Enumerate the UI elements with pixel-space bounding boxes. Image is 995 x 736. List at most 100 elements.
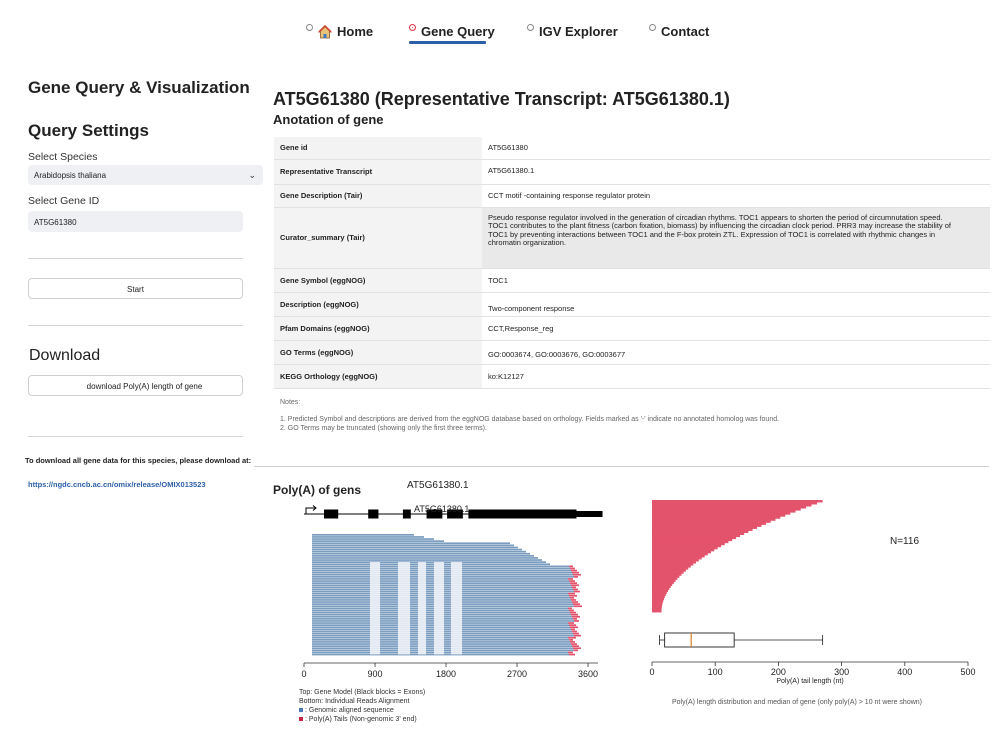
nav-active-underline [409, 41, 486, 44]
axis-tick-label: 2700 [507, 669, 527, 679]
legend-genomic-item: : Genomic aligned sequence [299, 706, 425, 715]
axis-tick-label: 300 [834, 667, 849, 677]
read-genomic [312, 550, 526, 553]
histogram-bar [652, 524, 762, 527]
legend-bottom: Bottom: Individual Reads Alignment [299, 698, 410, 705]
histogram-bar [652, 542, 725, 546]
nav-gene-query-radio[interactable] [409, 24, 416, 31]
histogram-bar [652, 555, 705, 558]
nav-contact[interactable]: Contact [649, 24, 709, 39]
read-genomic [312, 538, 434, 540]
histogram-bar [652, 546, 718, 550]
read-tail [570, 641, 575, 643]
read-tail [568, 651, 573, 654]
read-alignments [312, 534, 582, 656]
read-tail [573, 632, 579, 635]
histogram-bar [652, 565, 691, 568]
length-x-axis: 0 100 200 300 400 500 [649, 661, 976, 677]
read-tail [568, 636, 576, 639]
nav-igv-label[interactable]: IGV Explorer [539, 24, 618, 39]
sidebar-title: Gene Query & Visualization [28, 78, 250, 97]
table-row: Gene Description (Tair) CCT motif -contai… [274, 184, 990, 208]
section-divider [254, 466, 989, 467]
read-tail [574, 620, 579, 622]
exon-block [426, 509, 443, 519]
histogram-bar [652, 528, 753, 531]
histogram-bar [652, 575, 680, 578]
bulk-download-note: To download all gene data for this speci… [25, 456, 252, 465]
table-row: Gene id AT5G61380 [274, 137, 990, 160]
table-row: KEGG Orthology (eggNOG) ko:K12127 [274, 364, 990, 389]
gene-id-input[interactable]: AT5G61380 [28, 211, 243, 232]
read-genomic [312, 542, 510, 545]
histogram-bar [652, 595, 665, 599]
histogram-bar [652, 601, 663, 605]
nav-igv-radio[interactable] [527, 24, 534, 31]
nav-contact-radio[interactable] [649, 24, 656, 31]
read-tail [569, 624, 576, 626]
query-settings-title: Query Settings [28, 121, 149, 140]
read-tail [568, 592, 575, 595]
length-histogram [652, 500, 823, 613]
read-tail [572, 571, 579, 574]
row-key: Pfam Domains (eggNOG) [274, 316, 482, 341]
alignment-legend: Top: Gene Model (Black blocks = Exons) B… [299, 688, 425, 724]
read-tail [569, 580, 575, 582]
nav-igv-explorer[interactable]: IGV Explorer [527, 24, 618, 39]
histogram-bar [652, 557, 702, 560]
length-x-label: Poly(A) tail length (nt) [776, 678, 843, 685]
species-select[interactable]: Arabidopsis thaliana ⌄ [28, 165, 263, 185]
read-tail [571, 643, 577, 645]
gene-title: AT5G61380 (Representative Transcript: AT… [273, 89, 730, 109]
nav-home-radio[interactable] [306, 24, 313, 31]
chevron-down-icon[interactable]: ⌄ [248, 170, 256, 180]
histogram-bar [652, 530, 749, 533]
read-genomic [312, 563, 550, 566]
read-tail [569, 609, 574, 612]
histogram-bar [652, 579, 676, 582]
download-polya-button[interactable]: download Poly(A) length of gene [28, 375, 243, 396]
nav-home-label[interactable]: Home [337, 24, 374, 39]
read-tail [572, 645, 579, 647]
histogram-bar [652, 500, 823, 503]
read-genomic [312, 548, 522, 551]
exon-block [447, 509, 463, 519]
read-tail [573, 588, 578, 591]
read-tail [570, 626, 578, 629]
axis-tick-label: 0 [649, 667, 654, 677]
row-key: Representative Transcript [274, 159, 482, 185]
read-tail [569, 594, 577, 597]
read-tail [574, 590, 580, 593]
start-button[interactable]: Start [28, 278, 243, 299]
histogram-bar [652, 534, 741, 538]
histogram-bar [652, 581, 674, 584]
read-tail [574, 634, 581, 637]
read-genomic [312, 559, 542, 561]
species-label: Select Species [28, 151, 98, 163]
histogram-bar [652, 538, 733, 542]
nav-home[interactable]: Home [306, 24, 373, 39]
note-2: 2. GO Terms may be truncated (showing on… [280, 425, 487, 432]
histogram-bar [652, 504, 812, 507]
tail-swatch [299, 717, 303, 722]
read-tail [570, 597, 574, 599]
histogram-bar [652, 550, 711, 554]
axis-tick-label: 1800 [436, 669, 456, 679]
histogram-bar [652, 607, 662, 611]
histogram-bar [652, 502, 818, 505]
exon-block [402, 509, 411, 519]
read-tail [571, 599, 576, 601]
row-key: Gene id [274, 137, 482, 160]
gene-id-label: Select Gene ID [28, 195, 100, 207]
nav-gene-query[interactable]: Gene Query [409, 24, 495, 39]
nav-gene-query-label[interactable]: Gene Query [421, 24, 495, 39]
bulk-download-link[interactable]: https://ngdc.cncb.ac.cn/omix/release/OMI… [28, 480, 206, 489]
histogram-bar [652, 599, 664, 603]
read-tail [569, 639, 573, 641]
read-tail [571, 569, 577, 572]
histogram-bar [652, 593, 666, 597]
read-tail [573, 618, 577, 620]
nav-contact-label[interactable]: Contact [661, 24, 710, 39]
row-value: GO:0003674, GO:0003676, GO:0003677 [482, 340, 990, 365]
histogram-bar [652, 577, 678, 580]
